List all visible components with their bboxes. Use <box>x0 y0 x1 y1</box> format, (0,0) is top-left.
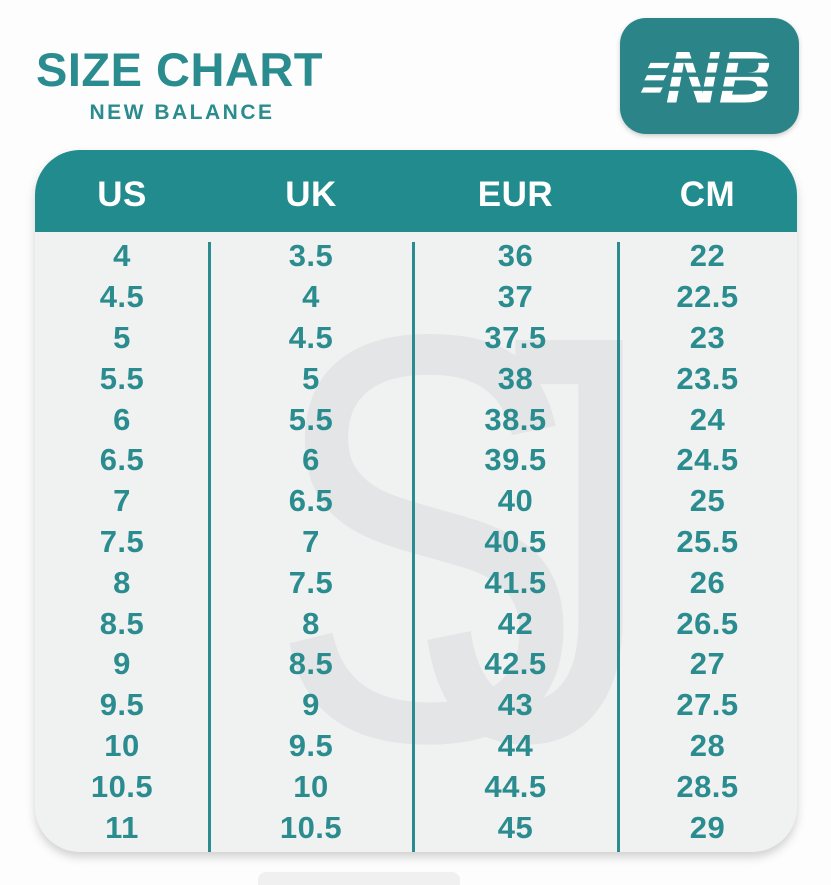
size-cell-us: 9 <box>113 646 131 682</box>
size-table-header: US UK EUR CM <box>35 150 797 232</box>
size-table-body: S J 4 3.5 36 22 4.5 4 37 22.5 5 4.5 37.5 23 5.5 5 38 23… <box>35 232 797 852</box>
size-cell-us: 5.5 <box>99 360 145 396</box>
size-cell-uk: 7.5 <box>288 564 334 600</box>
size-cell-cm: 24.5 <box>676 442 739 478</box>
watermark: S J <box>35 232 797 852</box>
size-cell-eur: 43 <box>497 687 534 723</box>
nb-monogram-text: NB <box>665 35 771 118</box>
nb-monogram-icon: NB <box>640 35 771 118</box>
size-cell-cm: 26 <box>689 564 726 600</box>
size-cell-eur: 41.5 <box>484 564 547 600</box>
column-header-uk: UK <box>285 175 337 214</box>
column-divider-3 <box>617 242 620 852</box>
size-cell-uk: 9.5 <box>288 727 334 763</box>
size-cell-cm: 25 <box>689 483 726 519</box>
size-cell-eur: 44.5 <box>484 768 547 804</box>
size-cell-uk: 8.5 <box>288 646 334 682</box>
size-cell-uk: 3.5 <box>288 238 334 274</box>
size-cell-cm: 22.5 <box>676 279 739 315</box>
size-cell-uk: 10.5 <box>279 809 343 845</box>
size-cell-cm: 28.5 <box>676 768 739 804</box>
size-cell-uk: 4.5 <box>288 319 334 355</box>
column-divider-1 <box>208 242 211 852</box>
size-cell-eur: 42 <box>497 605 534 641</box>
size-cell-uk: 8 <box>302 605 320 641</box>
size-cell-eur: 40 <box>497 483 534 519</box>
size-cell-uk: 5.5 <box>288 401 334 437</box>
size-cell-eur: 40.5 <box>484 523 547 559</box>
size-cell-eur: 38 <box>497 360 534 396</box>
size-cell-us: 9.5 <box>99 687 145 723</box>
size-cell-eur: 37.5 <box>484 319 547 355</box>
size-cell-cm: 23.5 <box>676 360 739 396</box>
size-cell-uk: 5 <box>302 360 320 396</box>
size-cell-us: 11 <box>105 809 139 845</box>
column-header-cm: CM <box>679 175 736 214</box>
size-cell-uk: 6 <box>302 442 320 478</box>
size-cell-eur: 37 <box>497 279 534 315</box>
size-cell-us: 10 <box>104 727 140 763</box>
new-balance-logo: NB <box>620 18 799 134</box>
size-cell-cm: 27 <box>689 646 726 682</box>
size-cell-us: 5 <box>113 319 131 355</box>
size-cell-cm: 29 <box>689 809 726 845</box>
size-cell-eur: 45 <box>497 809 534 845</box>
size-cell-cm: 24 <box>689 401 726 437</box>
size-cell-uk: 9 <box>302 687 320 723</box>
size-cell-us: 10.5 <box>90 768 154 804</box>
size-cell-eur: 38.5 <box>484 401 547 437</box>
watermark-letter-s: S <box>268 232 586 852</box>
size-table: US UK EUR CM S J 4 3.5 36 22 4.5 4 37 22.5 5 4.5 3… <box>35 150 797 852</box>
size-grid: 4 3.5 36 22 4.5 4 37 22.5 5 4.5 37.5 23 5.5 5 38 23.5 6 5… <box>35 232 797 852</box>
size-cell-eur: 39.5 <box>484 442 547 478</box>
size-cell-us: 6 <box>113 401 131 437</box>
size-cell-cm: 22 <box>689 238 726 274</box>
page-title: SIZE CHART <box>36 43 323 96</box>
size-cell-us: 8 <box>113 564 131 600</box>
column-header-eur: EUR <box>477 175 554 214</box>
size-cell-cm: 27.5 <box>676 687 739 723</box>
size-cell-cm: 28 <box>689 727 726 763</box>
size-cell-us: 6.5 <box>99 442 145 478</box>
size-cell-cm: 26.5 <box>676 605 739 641</box>
size-cell-uk: 7 <box>302 523 320 559</box>
page-subtitle: NEW BALANCE <box>89 101 275 124</box>
size-cell-uk: 10 <box>293 768 329 804</box>
size-cell-cm: 23 <box>689 319 726 355</box>
size-cell-us: 7 <box>113 483 131 519</box>
size-cell-eur: 42.5 <box>484 646 547 682</box>
size-cell-uk: 6.5 <box>288 483 334 519</box>
bottom-edge-fragment <box>258 872 460 885</box>
size-cell-us: 7.5 <box>99 523 145 559</box>
title-block: SIZE CHART NEW BALANCE <box>36 42 328 125</box>
size-cell-us: 4 <box>113 238 131 274</box>
size-cell-uk: 4 <box>302 279 320 315</box>
size-cell-us: 4.5 <box>99 279 145 315</box>
size-cell-cm: 25.5 <box>676 523 739 559</box>
size-cell-eur: 36 <box>497 238 534 274</box>
size-cell-us: 8.5 <box>99 605 145 641</box>
column-header-us: US <box>97 175 147 214</box>
column-divider-2 <box>412 242 415 852</box>
size-cell-eur: 44 <box>497 727 534 763</box>
